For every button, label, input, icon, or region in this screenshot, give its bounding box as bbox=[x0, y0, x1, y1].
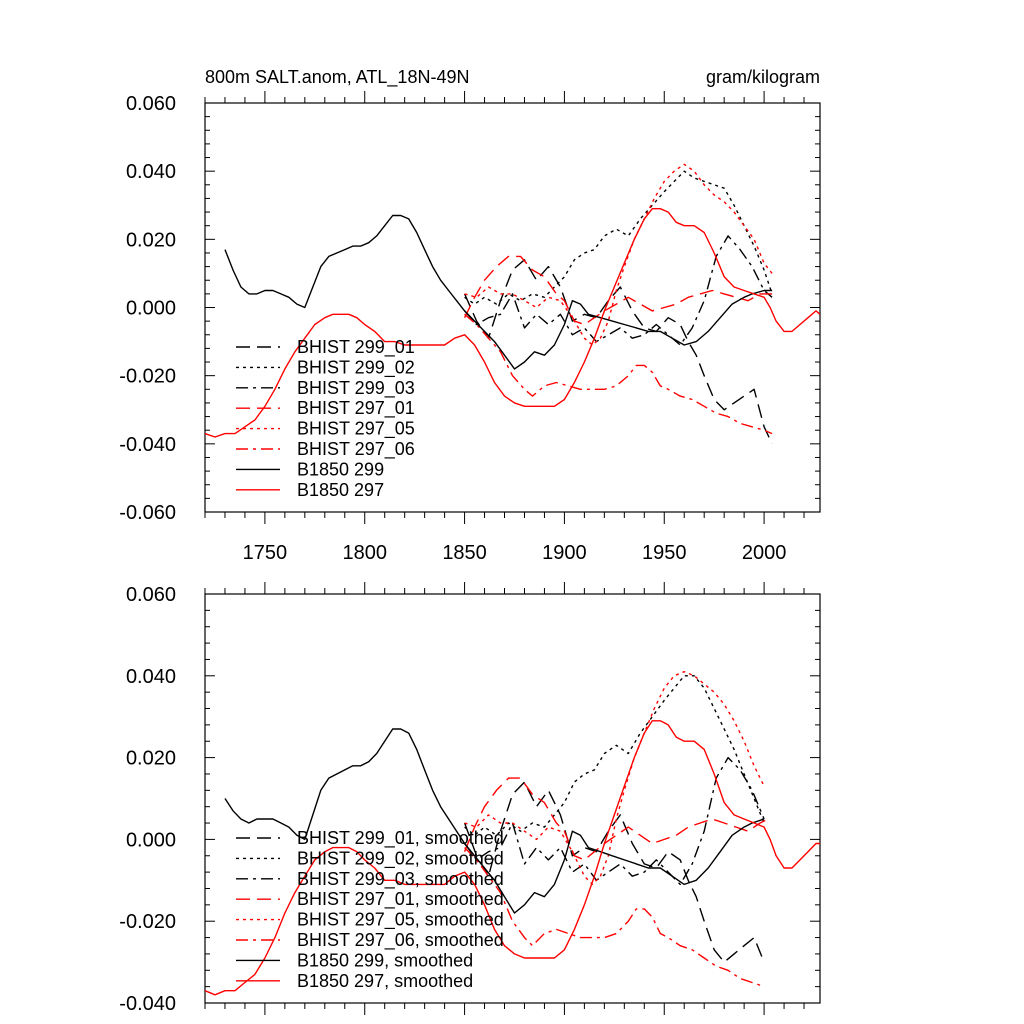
series-line bbox=[463, 255, 773, 326]
legend-label: BHIST 297_01, smoothed bbox=[297, 889, 504, 910]
y-tick-label: 0.060 bbox=[126, 584, 176, 606]
x-tick-label: 1850 bbox=[442, 542, 487, 564]
legend-label: B1850 297, smoothed bbox=[297, 971, 473, 991]
legend-label: BHIST 299_02 bbox=[297, 357, 415, 378]
legend-label: BHIST 299_03 bbox=[297, 378, 415, 399]
series-line bbox=[205, 208, 820, 438]
series-line bbox=[464, 170, 773, 305]
x-tick-label: 2000 bbox=[742, 542, 787, 564]
series-line bbox=[205, 720, 820, 996]
legend-label: B1850 299 bbox=[297, 459, 384, 479]
legend-label: BHIST 297_06 bbox=[297, 439, 415, 460]
y-tick-label: -0.040 bbox=[119, 434, 176, 456]
series-line bbox=[464, 163, 773, 346]
units-label: gram/kilogram bbox=[706, 67, 820, 87]
y-tick-label: -0.040 bbox=[119, 993, 176, 1015]
plot-frame bbox=[204, 593, 821, 1004]
legend-label: BHIST 299_01 bbox=[297, 337, 415, 358]
legend-label: BHIST 297_01 bbox=[297, 398, 415, 419]
legend-label: BHIST 297_06, smoothed bbox=[297, 930, 504, 951]
y-tick-label: 0.040 bbox=[126, 161, 176, 183]
y-tick-label: 0.000 bbox=[126, 829, 176, 851]
legend-label: B1850 299, smoothed bbox=[297, 950, 473, 970]
series-line bbox=[464, 313, 773, 435]
chart-panel-2: -0.040 -0.020 0.000 0.020 0.040 0.060 BHIST 29… bbox=[119, 582, 821, 1015]
legend-label: BHIST 299_02, smoothed bbox=[297, 848, 504, 869]
legend-label: BHIST 297_05 bbox=[297, 419, 415, 440]
y-tick-label: -0.060 bbox=[119, 502, 176, 524]
series-line bbox=[464, 756, 765, 886]
y-tick-label: 0.060 bbox=[126, 93, 176, 115]
y-tick-label: 0.020 bbox=[126, 748, 176, 770]
legend-label: B1850 297 bbox=[297, 480, 384, 500]
y-tick-label: 0.000 bbox=[126, 298, 176, 320]
y-tick-label: -0.020 bbox=[119, 911, 176, 933]
series-line bbox=[224, 214, 773, 370]
series-line bbox=[463, 777, 769, 861]
series-line bbox=[463, 781, 765, 963]
series-line bbox=[464, 675, 765, 836]
series-line bbox=[464, 235, 773, 346]
y-tick-label: 0.040 bbox=[126, 666, 176, 688]
x-tick-label: 1950 bbox=[642, 542, 687, 564]
series-line bbox=[463, 259, 773, 445]
x-tick-label: 1800 bbox=[342, 542, 387, 564]
x-tick-label: 1750 bbox=[243, 542, 288, 564]
legend-label: BHIST 297_05, smoothed bbox=[297, 910, 504, 931]
chart-panel-1: -0.060 -0.040 -0.020 0.000 0.020 0.040 0.060 17… bbox=[119, 91, 821, 564]
legend-label: BHIST 299_01, smoothed bbox=[297, 828, 504, 849]
series-line bbox=[224, 728, 765, 914]
x-tick-label: 1900 bbox=[542, 542, 587, 564]
chart-title: 800m SALT.anom, ATL_18N-49N bbox=[205, 67, 469, 88]
y-tick-label: -0.020 bbox=[119, 366, 176, 388]
legend-label: BHIST 299_03, smoothed bbox=[297, 869, 504, 890]
y-tick-label: 0.020 bbox=[126, 229, 176, 251]
